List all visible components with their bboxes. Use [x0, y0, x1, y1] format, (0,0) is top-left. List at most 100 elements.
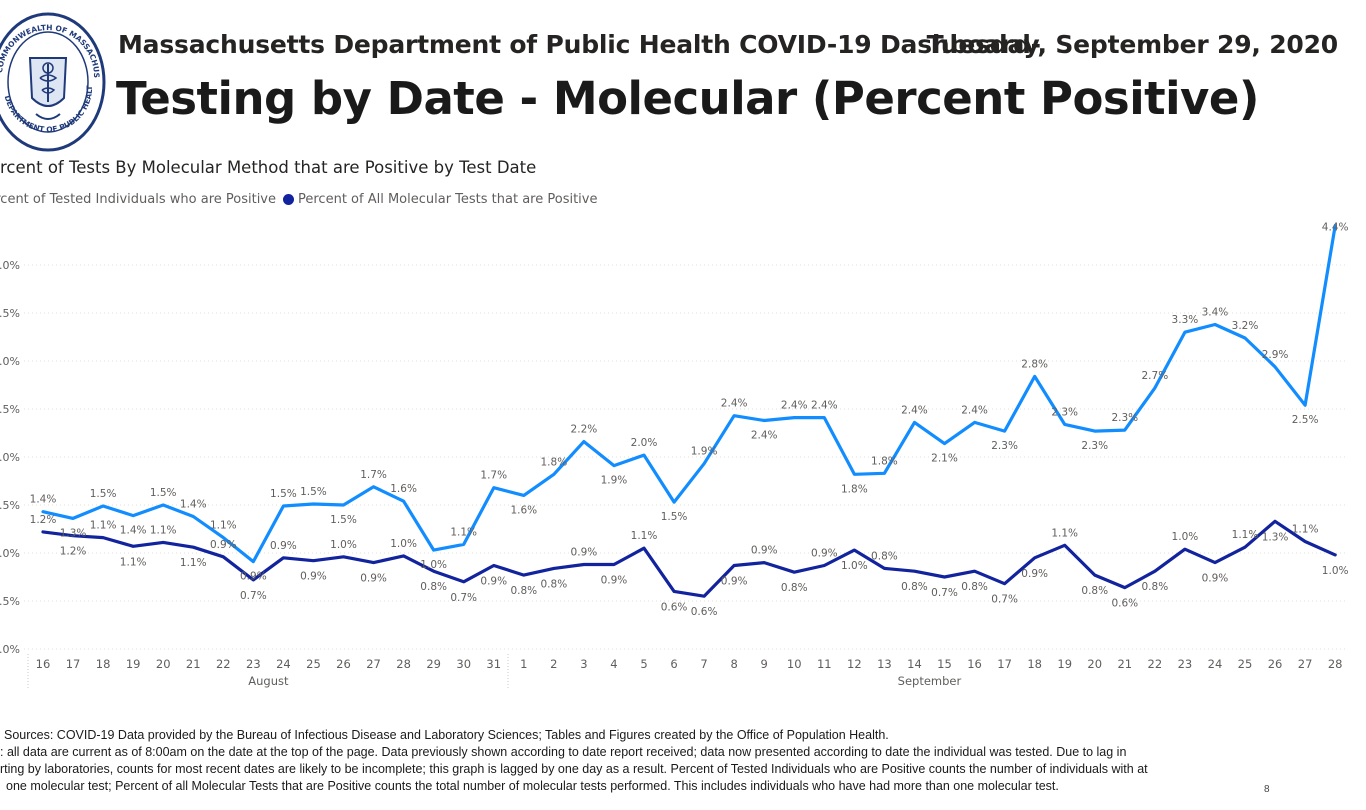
- data-label: 1.8%: [871, 455, 898, 467]
- data-label: 2.4%: [781, 400, 808, 412]
- data-label: 2.9%: [1262, 349, 1289, 361]
- x-tick-label: 14: [907, 657, 922, 671]
- x-tick-label: 11: [817, 657, 832, 671]
- data-label: 0.9%: [811, 547, 838, 559]
- dph-seal-logo: COMMONWEALTH OF MASSACHUSETTS DEPARTMENT…: [0, 6, 106, 152]
- data-label: 1.4%: [120, 525, 147, 537]
- data-label: 1.3%: [60, 527, 87, 539]
- x-tick-label: 27: [366, 657, 381, 671]
- x-tick-label: 20: [156, 657, 171, 671]
- data-label: 0.8%: [781, 582, 808, 594]
- footnote-note-2: rting by laboratories, counts for most r…: [0, 762, 1148, 776]
- data-label: 1.5%: [661, 511, 688, 523]
- x-tick-label: 16: [967, 657, 982, 671]
- data-label: 0.7%: [450, 592, 477, 604]
- data-label: 2.1%: [931, 453, 958, 465]
- data-label: 0.9%: [571, 547, 598, 559]
- y-tick-label: 0.5%: [0, 595, 20, 608]
- data-label: 1.0%: [330, 539, 357, 551]
- data-label: 1.9%: [601, 475, 628, 487]
- data-label: 2.4%: [811, 400, 838, 412]
- x-tick-label: 18: [96, 657, 111, 671]
- data-label: 1.1%: [180, 557, 207, 569]
- data-label: 3.4%: [1202, 307, 1229, 319]
- x-tick-label: 12: [847, 657, 862, 671]
- x-tick-label: 3: [580, 657, 587, 671]
- data-label: 1.6%: [390, 483, 417, 495]
- data-label: 1.9%: [691, 446, 718, 458]
- data-label: 1.3%: [1262, 531, 1289, 543]
- data-label: 0.8%: [1142, 581, 1169, 593]
- x-tick-label: 15: [937, 657, 952, 671]
- data-label: 2.4%: [901, 404, 928, 416]
- data-label: 1.2%: [30, 514, 57, 526]
- gridlines: [24, 264, 1345, 650]
- x-tick-label: 25: [306, 657, 321, 671]
- x-tick-label: 21: [1117, 657, 1132, 671]
- x-tick-label: 7: [700, 657, 707, 671]
- data-labels: 1.4%1.3%1.5%1.4%1.5%1.4%1.1%0.9%1.5% 1.5%…: [30, 222, 1349, 619]
- data-label: 1.0%: [841, 560, 868, 572]
- data-label: 1.5%: [300, 486, 327, 498]
- data-label: 3.2%: [1232, 320, 1259, 332]
- data-label: 1.6%: [510, 504, 537, 516]
- data-label: 1.5%: [150, 487, 177, 499]
- x-tick-label: 21: [186, 657, 201, 671]
- data-label: 1.4%: [30, 494, 57, 506]
- data-label: 0.8%: [541, 578, 568, 590]
- y-tick-label: 1.5%: [0, 499, 20, 512]
- legend-item-tested-individuals[interactable]: rcent of Tested Individuals who are Posi…: [0, 192, 276, 207]
- data-label: 1.8%: [541, 456, 568, 468]
- data-label: 2.8%: [1021, 358, 1048, 370]
- data-label: 0.7%: [991, 594, 1018, 606]
- y-tick-label: 2.5%: [0, 403, 20, 416]
- data-label: 0.8%: [510, 585, 537, 597]
- data-label: 1.0%: [420, 559, 447, 571]
- data-label: 2.2%: [571, 424, 598, 436]
- data-label: 0.9%: [240, 571, 267, 583]
- data-label: 0.9%: [1021, 568, 1048, 580]
- data-label: 1.0%: [1172, 531, 1199, 543]
- y-tick-label: 3.5%: [0, 307, 20, 320]
- page-number: 8: [1264, 784, 1270, 795]
- data-label: 2.3%: [1111, 412, 1138, 424]
- data-label: 1.7%: [360, 469, 387, 481]
- data-label: 1.5%: [270, 488, 297, 500]
- data-label: 0.9%: [360, 573, 387, 585]
- data-label: 1.5%: [330, 514, 357, 526]
- data-label: 2.4%: [961, 404, 988, 416]
- data-label: 0.9%: [721, 575, 748, 587]
- x-tick-label: 19: [126, 657, 141, 671]
- x-tick-label: 26: [336, 657, 351, 671]
- data-label: 1.1%: [1292, 523, 1319, 535]
- data-label: 1.1%: [450, 526, 477, 538]
- legend-item-all-tests[interactable]: Percent of All Molecular Tests that are …: [298, 192, 598, 207]
- data-label: 1.0%: [1322, 565, 1349, 577]
- data-label: 1.1%: [120, 556, 147, 568]
- x-axis: 16 17 18 19 20 21 22 23 24 25 26 27 28 29 30 31 1 2 3 4 5 6 7 8…: [27, 654, 1342, 690]
- y-tick-label: 1.0%: [0, 547, 20, 560]
- data-label: 0.9%: [270, 540, 297, 552]
- data-label: 0.8%: [1081, 585, 1108, 597]
- report-date: Tuesday, September 29, 2020: [926, 30, 1339, 59]
- x-tick-label: 2: [550, 657, 557, 671]
- x-tick-label: 1: [520, 657, 527, 671]
- x-tick-label: 16: [36, 657, 51, 671]
- series-line-tested-individuals: [41, 224, 1337, 564]
- data-label: 0.9%: [480, 575, 507, 587]
- data-label: 2.5%: [1292, 414, 1319, 426]
- series-lines: [41, 224, 1337, 598]
- series-line-all-tests: [41, 519, 1337, 598]
- x-tick-label: 29: [426, 657, 441, 671]
- x-tick-label: 31: [486, 657, 501, 671]
- data-label: 0.9%: [1202, 573, 1229, 585]
- data-label: 0.7%: [240, 590, 267, 602]
- x-tick-label: 6: [670, 657, 677, 671]
- y-tick-label: 3.0%: [0, 355, 20, 368]
- x-tick-label: 20: [1087, 657, 1102, 671]
- data-label: 0.9%: [210, 539, 237, 551]
- data-label: 0.8%: [961, 581, 988, 593]
- data-label: 2.4%: [721, 398, 748, 410]
- data-label: 2.3%: [1081, 440, 1108, 452]
- y-axis: 0.0% 0.5% 1.0% 1.5% 2.0% 2.5% 3.0% 3.5% 4.0%: [0, 259, 20, 656]
